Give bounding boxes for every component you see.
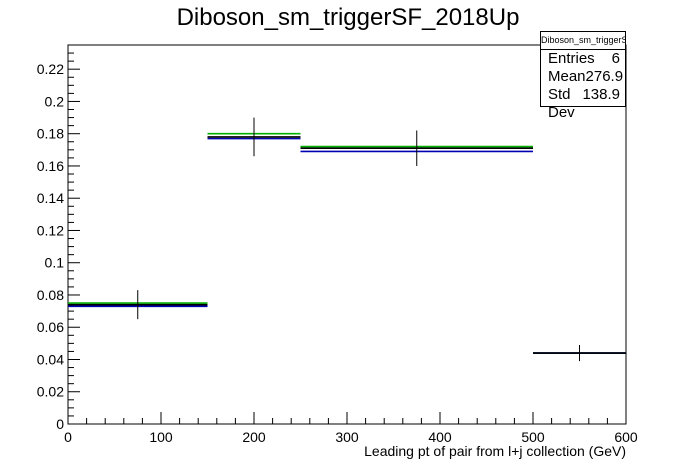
stats-box-title: Diboson_sm_triggerSF_2018Up xyxy=(541,32,625,50)
stats-stddev-label: Std Dev xyxy=(548,86,575,121)
y-tick-label: 0.16 xyxy=(37,158,64,174)
x-tick-label: 200 xyxy=(242,429,266,445)
stats-stddev-value: 138.9 xyxy=(582,86,620,103)
histogram-marks xyxy=(68,117,626,362)
x-axis-label: Leading pt of pair from l+j collection (… xyxy=(364,443,626,459)
stats-entries-row: Entries 6 xyxy=(541,50,625,68)
y-tick-label: 0.18 xyxy=(37,126,64,142)
y-tick-label: 0.22 xyxy=(37,61,64,77)
stats-mean-label: Mean xyxy=(548,68,586,85)
stats-stddev-row: Std Dev 138.9 xyxy=(541,86,625,121)
x-tick-label: 500 xyxy=(521,429,545,445)
stats-mean-row: Mean 276.9 xyxy=(541,68,625,86)
plot-axes: 0 100 200 300 400 500 600 0 0.02 0.04 0.06 0.08 0.1 0… xyxy=(37,44,638,445)
stats-mean-value: 276.9 xyxy=(585,68,624,85)
y-tick-label: 0.2 xyxy=(45,93,65,109)
x-tick-label: 600 xyxy=(614,429,638,445)
y-tick-label: 0.02 xyxy=(37,384,64,400)
chart-title: Diboson_sm_triggerSF_2018Up xyxy=(176,4,520,31)
y-tick-label: 0.1 xyxy=(45,255,65,271)
stats-entries-value: 6 xyxy=(611,50,620,67)
y-tick-label: 0.08 xyxy=(37,287,64,303)
x-tick-label: 300 xyxy=(335,429,359,445)
x-tick-label: 0 xyxy=(64,429,72,445)
y-tick-label: 0.14 xyxy=(37,190,64,206)
y-tick-label: 0.12 xyxy=(37,222,64,238)
y-tick-label: 0.06 xyxy=(37,319,64,335)
y-tick-label: 0.04 xyxy=(37,351,64,367)
x-tick-label: 400 xyxy=(428,429,452,445)
y-tick-label: 0 xyxy=(56,416,64,432)
x-tick-label: 100 xyxy=(149,429,173,445)
stats-box: Diboson_sm_triggerSF_2018Up Entries 6 Me… xyxy=(540,31,626,121)
stats-entries-label: Entries xyxy=(548,50,595,67)
